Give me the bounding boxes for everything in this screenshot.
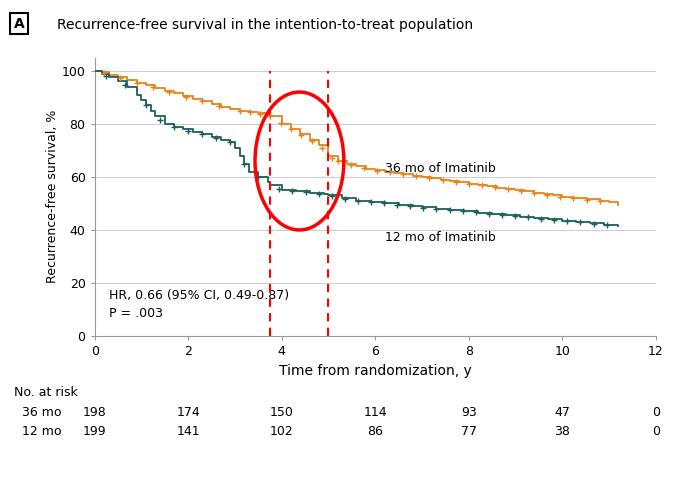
Text: 141: 141 [176,425,200,438]
Text: 174: 174 [176,406,200,419]
Text: 36 mo: 36 mo [14,406,61,419]
Text: 77: 77 [460,425,477,438]
Text: No. at risk: No. at risk [14,386,77,399]
Text: 0: 0 [652,425,660,438]
Text: A: A [14,17,24,31]
Text: 38: 38 [554,425,570,438]
Text: 198: 198 [82,406,107,419]
Text: 102: 102 [270,425,293,438]
Text: 114: 114 [364,406,387,419]
Text: P = .003: P = .003 [109,307,163,320]
Text: 0: 0 [652,406,660,419]
Text: HR, 0.66 (95% CI, 0.49-0.87): HR, 0.66 (95% CI, 0.49-0.87) [109,288,289,301]
Text: Recurrence-free survival in the intention-to-treat population: Recurrence-free survival in the intentio… [57,18,474,32]
Text: 12 mo of Imatinib: 12 mo of Imatinib [385,231,496,244]
Text: 199: 199 [83,425,106,438]
Text: 150: 150 [270,406,293,419]
Text: 47: 47 [554,406,570,419]
Text: 86: 86 [367,425,383,438]
Text: 93: 93 [461,406,477,419]
Y-axis label: Recurrence-free survival, %: Recurrence-free survival, % [46,110,59,284]
X-axis label: Time from randomization, y: Time from randomization, y [279,363,472,378]
Text: 36 mo of Imatinib: 36 mo of Imatinib [385,162,496,176]
Text: 12 mo: 12 mo [14,425,61,438]
